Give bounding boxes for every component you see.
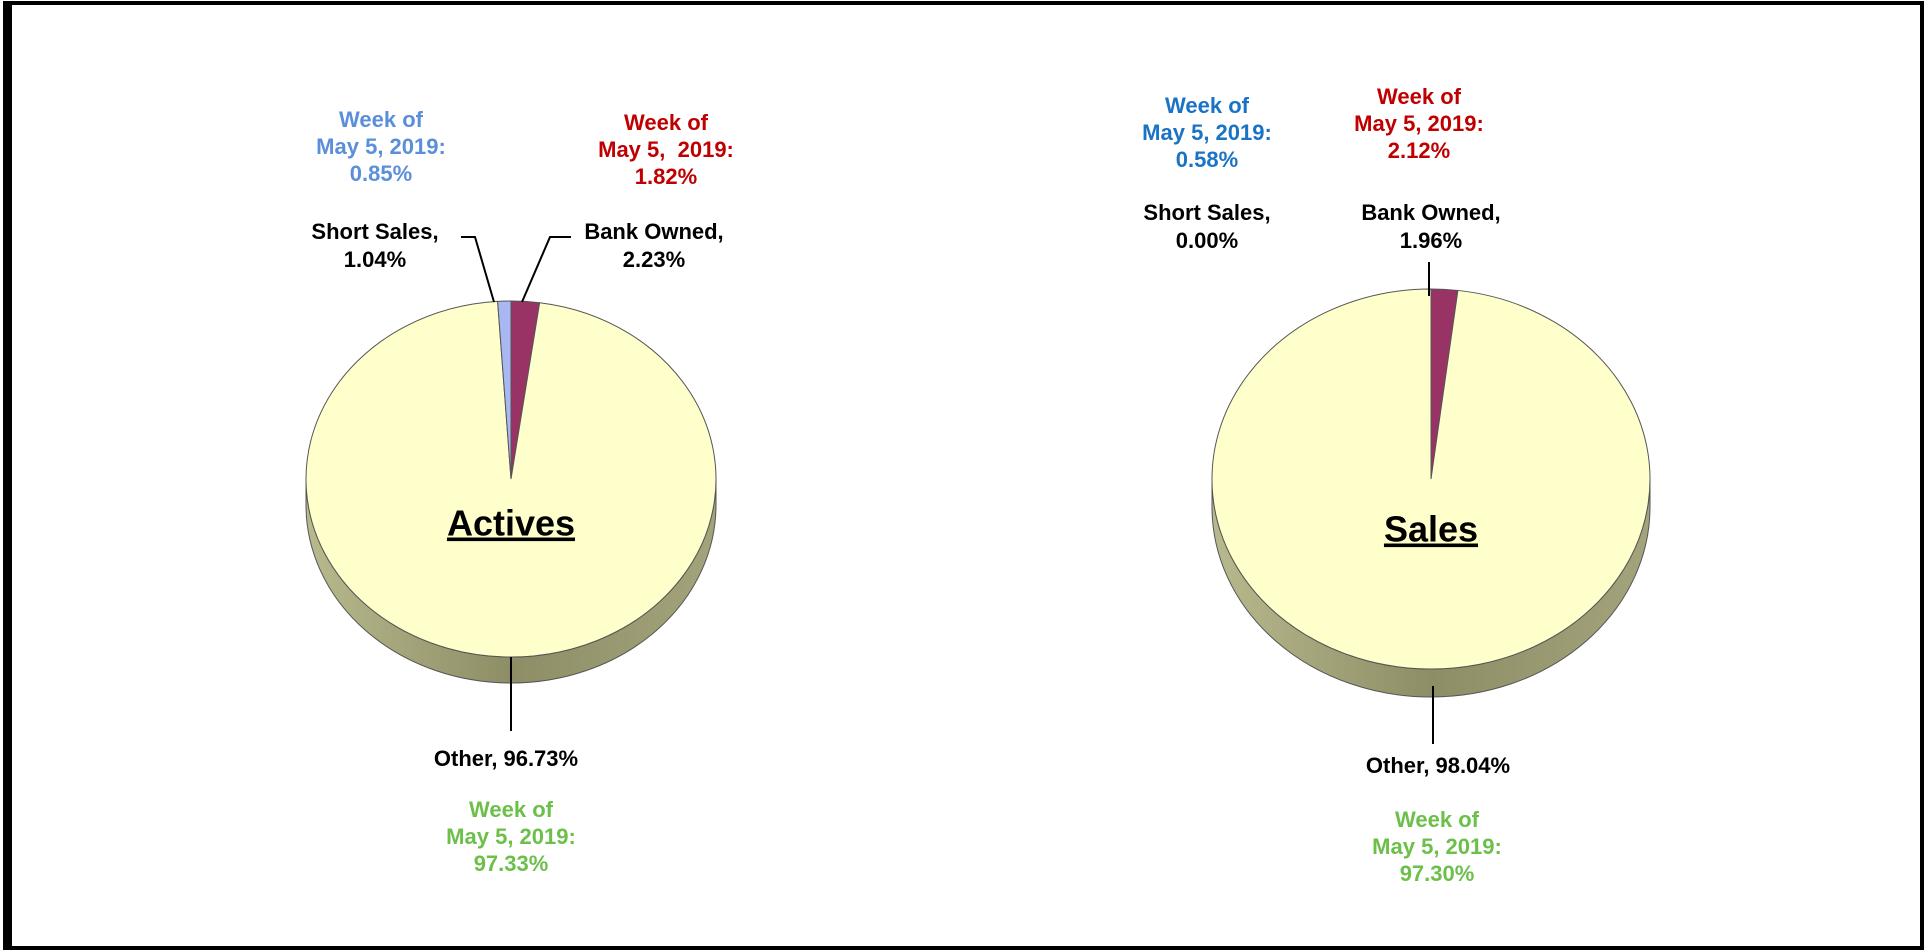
value-label: 0.00% xyxy=(1176,228,1238,253)
slice-label: Other, 96.73% xyxy=(434,746,578,771)
slice-label: Other, 98.04% xyxy=(1366,753,1510,778)
annotation: May 5, 2019: xyxy=(316,134,446,159)
value-label: 98.04% xyxy=(1435,753,1510,778)
annotation: May 5, 2019: xyxy=(598,137,734,162)
annotation: May 5, 2019: xyxy=(446,824,576,849)
annotation: Week of xyxy=(1165,93,1250,118)
annotation: 0.58% xyxy=(1176,147,1238,172)
slice-label: Bank Owned, 1.96% xyxy=(1361,200,1500,253)
annotation: May 5, 2019: xyxy=(1372,834,1502,859)
annotation: 2.12% xyxy=(1388,138,1450,163)
slice-label: Bank Owned, 2.23% xyxy=(584,219,723,272)
category-name: Bank Owned, xyxy=(584,219,723,244)
value-label: 1.04% xyxy=(344,247,406,272)
annotation: Week of xyxy=(469,797,554,822)
annotation: May 5, 2019: xyxy=(1354,111,1484,136)
annotation: Week of xyxy=(339,107,424,132)
value-label: 1.96% xyxy=(1400,228,1462,253)
annotation: Week of xyxy=(1395,807,1480,832)
category-name: Other, xyxy=(434,746,498,771)
leader-line xyxy=(521,236,571,303)
frame-edge xyxy=(6,3,12,948)
annotation: Week of xyxy=(1377,84,1462,109)
category-name: Bank Owned, xyxy=(1361,200,1500,225)
value-label: 96.73% xyxy=(503,746,578,771)
annotation: Week of xyxy=(624,110,709,135)
category-name: Short Sales, xyxy=(311,219,438,244)
annotation: May 5, 2019: xyxy=(1142,120,1272,145)
category-name: Other, xyxy=(1366,753,1430,778)
annotation: 97.30% xyxy=(1400,861,1475,886)
category-name: Short Sales, xyxy=(1143,200,1270,225)
value-label: 2.23% xyxy=(623,247,685,272)
annotation: 0.85% xyxy=(350,161,412,186)
pie-slice xyxy=(305,300,717,658)
pie-slice xyxy=(497,300,512,480)
pie-title: Actives xyxy=(447,503,575,544)
pie-title: Sales xyxy=(1384,509,1478,550)
leader-line xyxy=(461,236,495,303)
slice-label: Short Sales, 1.04% xyxy=(311,219,438,272)
annotation: 1.82% xyxy=(635,164,697,189)
annotation: 97.33% xyxy=(474,851,549,876)
slice-label: Short Sales, 0.00% xyxy=(1143,200,1270,253)
